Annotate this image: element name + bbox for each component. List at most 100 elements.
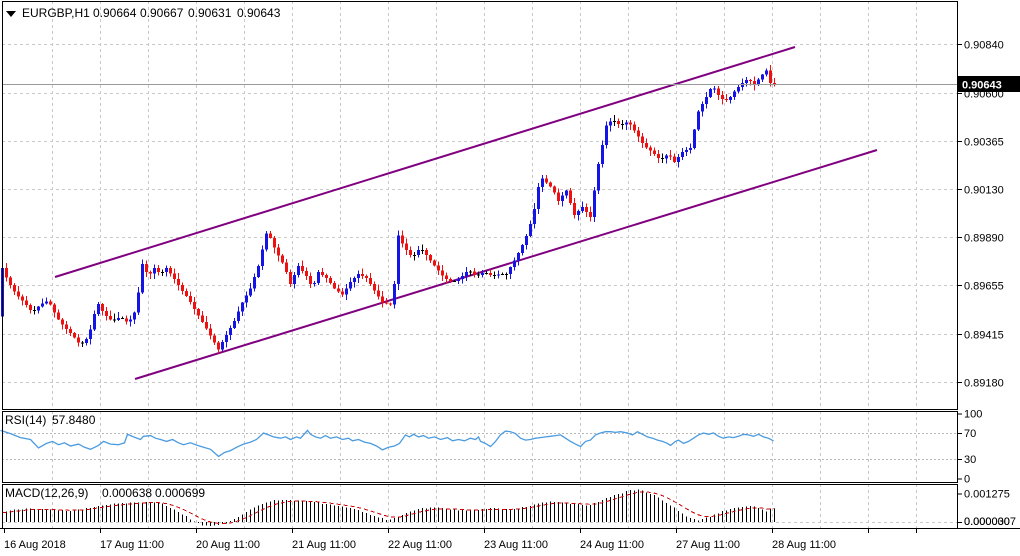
candle-body — [757, 79, 760, 85]
candle-body — [257, 265, 260, 278]
candle-body — [773, 82, 776, 85]
candle-body — [449, 279, 452, 282]
grid-layer — [2, 1, 957, 528]
candle-body — [309, 276, 312, 285]
candle-body — [53, 304, 56, 313]
candle-body — [673, 156, 676, 163]
macd-axis-label-overlapped: 0.0000307 — [964, 516, 1016, 528]
candle-body — [701, 104, 704, 112]
candle-body — [269, 233, 272, 238]
candle-body — [381, 296, 384, 303]
candle-body — [521, 245, 524, 254]
candle-body — [137, 292, 140, 313]
candle-body — [209, 328, 212, 336]
candle-body — [657, 154, 660, 159]
candle-body — [277, 247, 280, 256]
macd-indicator-layer — [2, 489, 957, 526]
candle-body — [637, 130, 640, 137]
candle-body — [193, 302, 196, 310]
candle-body — [293, 275, 296, 285]
candle-body — [69, 328, 72, 333]
candle-body — [45, 301, 48, 304]
candle-body — [349, 282, 352, 289]
candle-body — [705, 97, 708, 105]
candle-body — [121, 317, 124, 319]
symbol-period-label: EURGBP,H1 — [22, 6, 90, 20]
candle-body — [125, 318, 128, 322]
candle-body — [713, 88, 716, 90]
candle-body — [97, 304, 100, 314]
candle-body — [413, 255, 416, 257]
candle-body — [181, 285, 184, 291]
candle-body — [541, 178, 544, 188]
candle-body — [389, 303, 392, 305]
candle-body — [453, 281, 456, 283]
candle-body — [501, 274, 504, 275]
candle-body — [37, 306, 40, 311]
candle-body — [205, 321, 208, 329]
candle-body — [709, 88, 712, 97]
rsi-axis-label: 100 — [964, 409, 982, 421]
candle-body — [605, 125, 608, 145]
candle-body — [169, 267, 172, 274]
candle-body — [25, 300, 28, 306]
axis-labels-layer: 0.908400.906000.903650.901300.898900.896… — [4, 40, 1016, 551]
candle-body — [197, 309, 200, 316]
current-price-box-value: 0.90643 — [962, 80, 1002, 92]
candle-body — [457, 279, 460, 282]
price-axis-label: 0.90365 — [964, 137, 1004, 149]
candle-body — [409, 250, 412, 256]
candle-body — [493, 275, 496, 276]
candle-body — [473, 271, 476, 275]
candle-body — [225, 335, 228, 343]
candle-body — [341, 291, 344, 295]
candle-body — [609, 121, 612, 126]
rsi-axis-label: 0 — [964, 474, 970, 486]
macd-main-value: 0.000638 — [102, 486, 152, 500]
candle-body — [645, 142, 648, 148]
rsi-axis-label: 30 — [964, 454, 976, 466]
candle-body — [165, 267, 168, 272]
candle-body — [733, 91, 736, 97]
macd-axis-label-overlapped: 0.000000 — [964, 516, 1010, 528]
candle-body — [9, 277, 12, 286]
candle-body — [249, 288, 252, 296]
candle-body — [661, 158, 664, 160]
candle-body — [573, 202, 576, 215]
candle-body — [689, 147, 692, 150]
candle-body — [421, 250, 424, 252]
current-price-box: 0.90643 — [958, 76, 1020, 92]
candle-body — [569, 190, 572, 203]
candle-body — [629, 122, 632, 125]
candle-body — [469, 271, 472, 273]
candle-body — [281, 255, 284, 263]
candle-body — [489, 273, 492, 275]
candle-body — [753, 80, 756, 85]
candle-body — [357, 274, 360, 279]
candle-body — [649, 147, 652, 151]
candle-body — [13, 285, 16, 292]
channel-upper-line — [54, 46, 796, 278]
candle-body — [437, 265, 440, 271]
candle-body — [321, 272, 324, 276]
candle-body — [697, 111, 700, 130]
candle-body — [685, 150, 688, 152]
candle-body — [497, 274, 500, 276]
candle-body — [401, 235, 404, 244]
candle-body — [617, 121, 620, 125]
candle-body — [145, 263, 148, 272]
candle-body — [425, 250, 428, 256]
candle-body — [17, 291, 20, 297]
candle-body — [565, 190, 568, 196]
candle-body — [373, 284, 376, 291]
candle-body — [113, 319, 116, 321]
candle-body — [273, 237, 276, 248]
candle-body — [109, 316, 112, 320]
time-axis-label: 16 Aug 2018 — [4, 539, 66, 551]
trend-channel[interactable] — [54, 46, 878, 380]
candle-body — [345, 288, 348, 295]
candle-body — [761, 74, 764, 80]
collapse-arrow-icon[interactable] — [6, 11, 16, 17]
candle-body — [525, 235, 528, 246]
